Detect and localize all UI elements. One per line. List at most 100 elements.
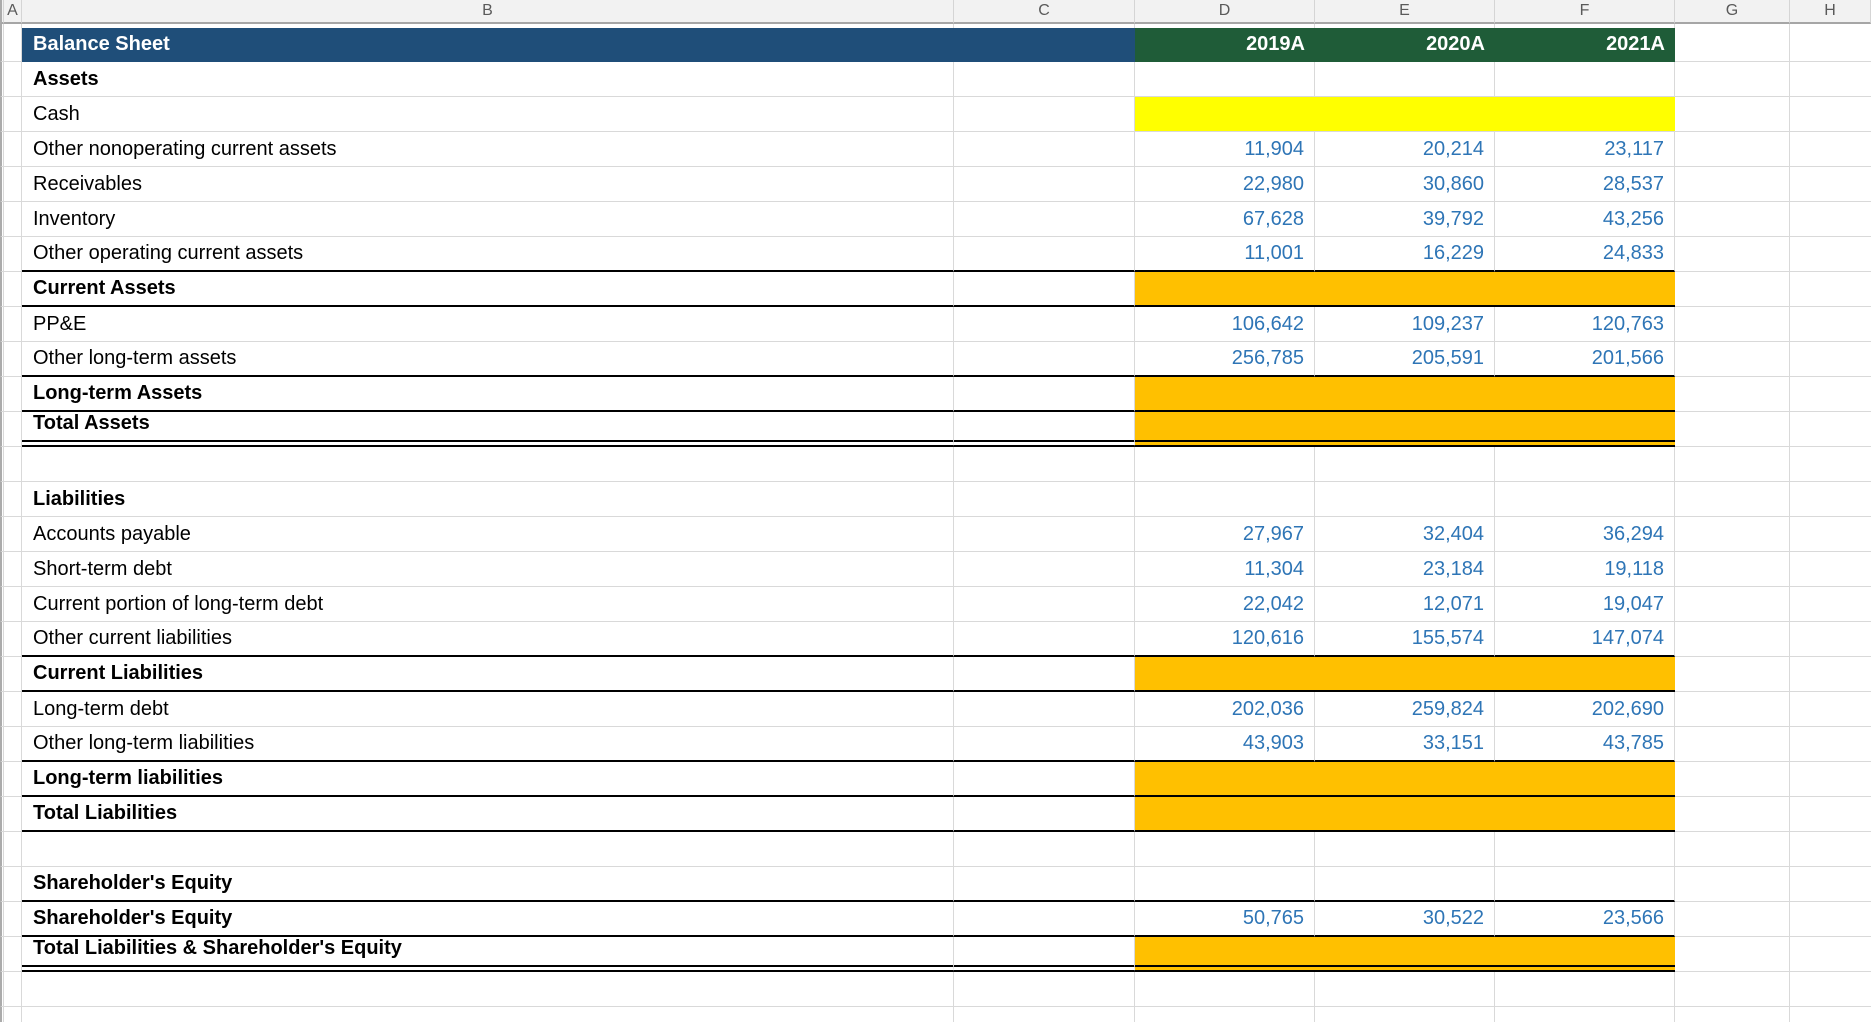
calc-highlight-cell[interactable] — [1135, 937, 1675, 972]
cell-col-g[interactable] — [1675, 167, 1790, 202]
calc-highlight-cell[interactable] — [1135, 377, 1675, 412]
cell-col-a[interactable] — [4, 237, 22, 272]
row-label[interactable]: Cash — [22, 97, 954, 132]
value-cell-2021A[interactable]: 202,690 — [1495, 692, 1675, 727]
value-cell-2021A[interactable]: 24,833 — [1495, 237, 1675, 272]
cell-col-h[interactable] — [1790, 727, 1871, 762]
calc-highlight-cell[interactable] — [1135, 657, 1675, 692]
row-label[interactable] — [22, 447, 954, 482]
cell-col-h[interactable] — [1790, 622, 1871, 657]
cell-col-g[interactable] — [1675, 727, 1790, 762]
cell-col-g[interactable] — [1675, 902, 1790, 937]
row-label[interactable]: Total Liabilities & Shareholder's Equity — [22, 937, 954, 972]
cell-col-h[interactable] — [1790, 202, 1871, 237]
value-cell-2021A[interactable]: 23,117 — [1495, 132, 1675, 167]
value-cell-2021A[interactable]: 28,537 — [1495, 167, 1675, 202]
cell-col-c[interactable] — [954, 692, 1135, 727]
cell-col-c[interactable] — [954, 1007, 1135, 1022]
row-label[interactable]: Assets — [22, 62, 954, 97]
cell-col-g[interactable] — [1675, 762, 1790, 797]
row-label[interactable]: Liabilities — [22, 482, 954, 517]
cell-col-a[interactable] — [4, 622, 22, 657]
empty-value-cell[interactable] — [1315, 972, 1495, 1007]
column-header-C[interactable]: C — [954, 0, 1135, 24]
cell-col-h[interactable] — [1790, 762, 1871, 797]
value-cell-2021A[interactable]: 201,566 — [1495, 342, 1675, 377]
value-cell-2020A[interactable]: 259,824 — [1315, 692, 1495, 727]
empty-value-cell[interactable] — [1315, 482, 1495, 517]
sliver-cell[interactable] — [1135, 24, 1315, 28]
cell-col-g[interactable] — [1675, 237, 1790, 272]
cell-col-h[interactable] — [1790, 132, 1871, 167]
row-label[interactable]: Other long-term assets — [22, 342, 954, 377]
cell-col-c[interactable] — [954, 937, 1135, 972]
cell-col-h[interactable] — [1790, 937, 1871, 972]
cell-col-c[interactable] — [954, 727, 1135, 762]
cell-col-h[interactable] — [1790, 587, 1871, 622]
cell-col-a[interactable] — [4, 132, 22, 167]
cell-col-c[interactable] — [954, 97, 1135, 132]
value-cell-2019A[interactable]: 120,616 — [1135, 622, 1315, 657]
row-label[interactable]: Shareholder's Equity — [22, 902, 954, 937]
value-cell-2021A[interactable]: 19,047 — [1495, 587, 1675, 622]
cell-col-h[interactable] — [1790, 867, 1871, 902]
cell-col-a[interactable] — [4, 657, 22, 692]
value-cell-2020A[interactable]: 109,237 — [1315, 307, 1495, 342]
cell-col-h[interactable] — [1790, 797, 1871, 832]
empty-value-cell[interactable] — [1495, 972, 1675, 1007]
cell-col-a[interactable] — [4, 272, 22, 307]
empty-value-cell[interactable] — [1135, 1007, 1315, 1022]
cell-col-g[interactable] — [1675, 447, 1790, 482]
cell-col-a[interactable] — [4, 167, 22, 202]
cell-col-c[interactable] — [954, 622, 1135, 657]
value-cell-2021A[interactable]: 43,785 — [1495, 727, 1675, 762]
value-cell-2020A[interactable]: 33,151 — [1315, 727, 1495, 762]
cell-col-a[interactable] — [4, 552, 22, 587]
sheet-title-cell[interactable]: Balance Sheet — [22, 28, 1135, 62]
cell-col-a[interactable] — [4, 867, 22, 902]
cell-col-a[interactable] — [4, 412, 22, 447]
cell-col-g[interactable] — [1675, 972, 1790, 1007]
row-label[interactable] — [22, 832, 954, 867]
column-header-E[interactable]: E — [1315, 0, 1495, 24]
cell-col-c[interactable] — [954, 62, 1135, 97]
column-header-A[interactable]: A — [4, 0, 22, 24]
empty-value-cell[interactable] — [1135, 832, 1315, 867]
empty-value-cell[interactable] — [1315, 1007, 1495, 1022]
empty-value-cell[interactable] — [1135, 482, 1315, 517]
year-header-cell-2021A[interactable]: 2021A — [1495, 28, 1675, 62]
row-label[interactable]: Other operating current assets — [22, 237, 954, 272]
value-cell-2019A[interactable]: 106,642 — [1135, 307, 1315, 342]
row-label[interactable]: Other current liabilities — [22, 622, 954, 657]
value-cell-2021A[interactable]: 43,256 — [1495, 202, 1675, 237]
value-cell-2021A[interactable]: 19,118 — [1495, 552, 1675, 587]
row-label[interactable]: Current portion of long-term debt — [22, 587, 954, 622]
cell-col-g[interactable] — [1675, 797, 1790, 832]
row-label[interactable]: Long-term debt — [22, 692, 954, 727]
cell-col-c[interactable] — [954, 902, 1135, 937]
empty-value-cell[interactable] — [1495, 62, 1675, 97]
row-label[interactable]: Total Assets — [22, 412, 954, 447]
empty-cell[interactable] — [1675, 28, 1790, 62]
cell-col-c[interactable] — [954, 517, 1135, 552]
row-label[interactable]: Shareholder's Equity — [22, 867, 954, 902]
cell-col-a[interactable] — [4, 202, 22, 237]
cell-col-g[interactable] — [1675, 132, 1790, 167]
value-cell-2019A[interactable]: 43,903 — [1135, 727, 1315, 762]
cell-col-g[interactable] — [1675, 342, 1790, 377]
value-cell-2019A[interactable]: 22,042 — [1135, 587, 1315, 622]
empty-value-cell[interactable] — [1135, 972, 1315, 1007]
cell-col-c[interactable] — [954, 587, 1135, 622]
cell-col-g[interactable] — [1675, 202, 1790, 237]
value-cell-2020A[interactable]: 16,229 — [1315, 237, 1495, 272]
cell-col-a[interactable] — [4, 447, 22, 482]
empty-value-cell[interactable] — [1495, 482, 1675, 517]
cell-col-a[interactable] — [4, 797, 22, 832]
value-cell-2020A[interactable]: 20,214 — [1315, 132, 1495, 167]
cell-col-c[interactable] — [954, 867, 1135, 902]
value-cell-2020A[interactable]: 155,574 — [1315, 622, 1495, 657]
sliver-cell[interactable] — [1675, 24, 1790, 28]
cell-col-c[interactable] — [954, 762, 1135, 797]
row-label[interactable]: Long-term liabilities — [22, 762, 954, 797]
cell-col-g[interactable] — [1675, 622, 1790, 657]
